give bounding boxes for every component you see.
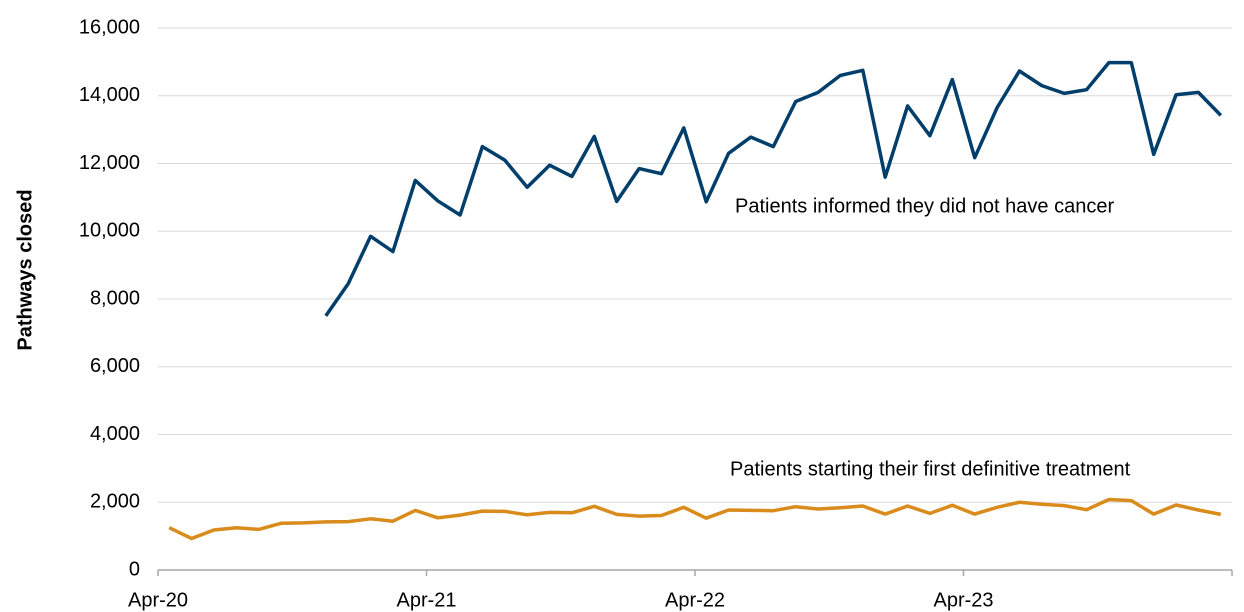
y-tick-label: 16,000 xyxy=(79,16,140,38)
x-tick-label: Apr-23 xyxy=(933,589,993,611)
y-tick-label: 0 xyxy=(129,558,140,580)
x-tick-label: Apr-20 xyxy=(128,589,188,611)
y-tick-label: 14,000 xyxy=(79,84,140,106)
y-tick-label: 10,000 xyxy=(79,220,140,242)
annotation: Patients starting their first definitive… xyxy=(730,458,1131,480)
y-axis-label: Pathways closed xyxy=(14,189,36,350)
y-tick-label: 12,000 xyxy=(79,152,140,174)
y-tick-label: 4,000 xyxy=(90,423,140,445)
series-line xyxy=(168,497,1222,541)
x-tick-label: Apr-22 xyxy=(665,589,725,611)
y-tick-label: 8,000 xyxy=(90,287,140,309)
x-tick-label: Apr-21 xyxy=(396,589,456,611)
series-line xyxy=(324,60,1223,317)
y-tick-label: 2,000 xyxy=(90,491,140,513)
annotation: Patients informed they did not have canc… xyxy=(735,195,1114,217)
y-tick-label: 6,000 xyxy=(90,355,140,377)
